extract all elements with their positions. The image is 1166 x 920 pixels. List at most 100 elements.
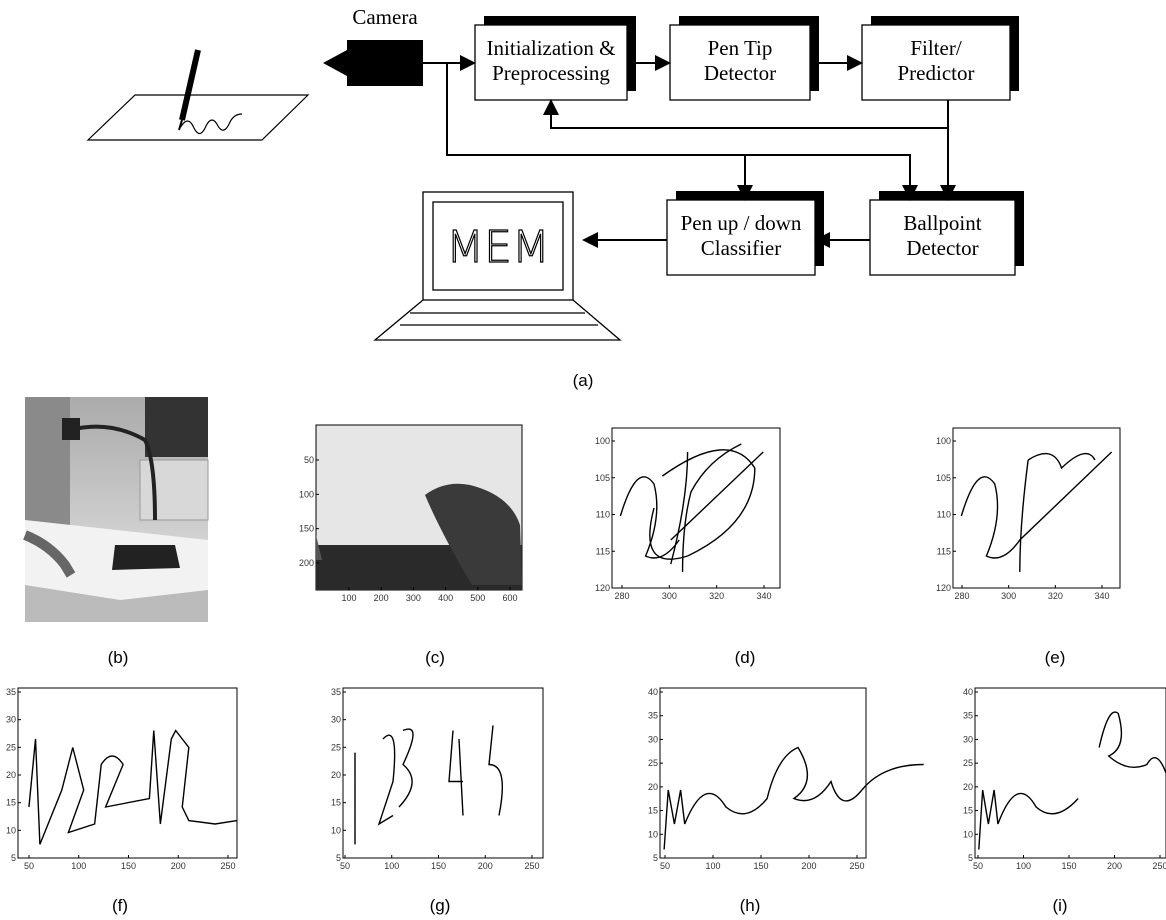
y-tick-label: 20 (648, 782, 658, 792)
y-tick-label: 30 (331, 715, 341, 725)
x-tick-label: 150 (1061, 861, 1076, 871)
x-tick-label: 300 (1001, 591, 1016, 601)
y-tick-label: 5 (336, 853, 341, 863)
y-tick-label: 120 (936, 583, 951, 593)
block-label: Detector (906, 236, 978, 260)
x-tick-label: 320 (709, 591, 724, 601)
x-tick-label: 200 (171, 861, 186, 871)
y-tick-label: 25 (648, 758, 658, 768)
y-tick-label: 100 (595, 436, 610, 446)
y-tick-label: 15 (648, 806, 658, 816)
block-label: Predictor (898, 61, 975, 85)
y-tick-label: 110 (937, 510, 951, 520)
y-tick-label: 35 (648, 711, 658, 721)
y-tick-label: 15 (331, 798, 341, 808)
x-tick-label: 400 (438, 593, 453, 603)
x-tick-label: 100 (71, 861, 86, 871)
plot-frame (612, 428, 780, 588)
x-tick-label: 100 (1016, 861, 1031, 871)
y-tick-label: 30 (963, 734, 973, 744)
stroke-trace (620, 444, 763, 572)
y-tick-label: 35 (331, 687, 341, 697)
stroke-trace (961, 452, 1111, 572)
caption: (h) (740, 896, 761, 915)
x-tick-label: 200 (374, 593, 389, 603)
caption: (d) (735, 648, 756, 667)
y-tick-label: 25 (963, 758, 973, 768)
photo (25, 397, 208, 622)
y-tick-label: 5 (11, 853, 16, 863)
x-tick-label: 250 (220, 861, 235, 871)
y-tick-label: 105 (595, 473, 610, 483)
y-tick-label: 30 (648, 734, 658, 744)
stroke-trace (29, 731, 237, 845)
y-tick-label: 10 (331, 825, 341, 835)
stroke-trace (979, 712, 1166, 849)
x-tick-label: 500 (470, 593, 485, 603)
y-tick-label: 105 (936, 473, 951, 483)
x-tick-label: 150 (431, 861, 446, 871)
y-tick-label: 50 (304, 455, 314, 465)
block-label: Preprocessing (492, 61, 610, 85)
x-tick-label: 280 (954, 591, 969, 601)
y-tick-label: 115 (596, 546, 610, 556)
y-tick-label: 100 (936, 436, 951, 446)
x-tick-label: 50 (340, 861, 350, 871)
x-tick-label: 200 (801, 861, 816, 871)
x-tick-label: 100 (705, 861, 720, 871)
y-tick-label: 15 (6, 798, 16, 808)
x-tick-label: 100 (384, 861, 399, 871)
caption: (i) (1052, 896, 1067, 915)
y-tick-label: 20 (331, 770, 341, 780)
y-tick-label: 20 (963, 782, 973, 792)
x-tick-label: 300 (406, 593, 421, 603)
caption: (c) (425, 648, 445, 667)
y-tick-label: 5 (968, 853, 973, 863)
y-tick-label: 40 (648, 687, 658, 697)
y-tick-label: 5 (653, 853, 658, 863)
stroke-trace (664, 748, 924, 850)
plot-frame (975, 688, 1166, 858)
figure: Camera Initialization &Preprocessing Pen … (0, 0, 1166, 920)
camera-label: Camera (352, 5, 418, 29)
block-label: Initialization & (487, 36, 616, 60)
x-tick-label: 340 (756, 591, 771, 601)
y-tick-label: 30 (6, 715, 16, 725)
x-tick-label: 280 (614, 591, 629, 601)
plot-frame (953, 428, 1120, 588)
x-tick-label: 200 (1107, 861, 1122, 871)
block-label: Filter/ (910, 36, 961, 60)
stroke-trace (355, 725, 502, 844)
x-tick-label: 100 (341, 593, 356, 603)
x-tick-label: 150 (121, 861, 136, 871)
x-tick-label: 50 (660, 861, 670, 871)
y-tick-label: 10 (963, 829, 973, 839)
y-tick-label: 35 (6, 687, 16, 697)
caption: (e) (1045, 648, 1066, 667)
x-tick-label: 150 (753, 861, 768, 871)
caption: (b) (108, 648, 129, 667)
x-tick-label: 250 (1152, 861, 1166, 871)
plot-frame (18, 688, 237, 858)
camera-image (316, 425, 522, 590)
y-tick-label: 115 (937, 546, 951, 556)
y-tick-label: 20 (6, 770, 16, 780)
y-tick-label: 25 (6, 742, 16, 752)
y-tick-label: 35 (963, 711, 973, 721)
y-tick-label: 150 (299, 524, 314, 534)
page: {"diagram": { "camera_label": "Camera", … (0, 0, 1166, 920)
block-label: Ballpoint (903, 211, 981, 235)
x-tick-label: 200 (478, 861, 493, 871)
x-tick-label: 600 (502, 593, 517, 603)
block-label: Pen Tip (708, 36, 773, 60)
y-tick-label: 10 (6, 825, 16, 835)
caption: (f) (112, 896, 128, 915)
plot-frame (343, 688, 543, 858)
x-tick-label: 300 (662, 591, 677, 601)
x-tick-label: 50 (24, 861, 34, 871)
caption: (a) (573, 371, 594, 390)
y-tick-label: 110 (596, 510, 610, 520)
block-label: Detector (704, 61, 776, 85)
y-tick-label: 40 (963, 687, 973, 697)
